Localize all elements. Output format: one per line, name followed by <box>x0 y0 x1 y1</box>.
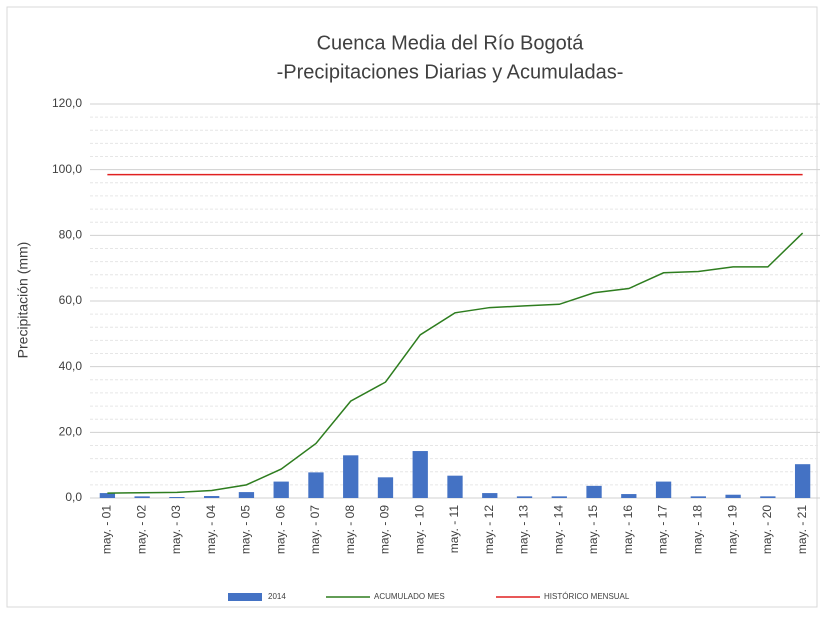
x-tick-label: may. - 15 <box>586 505 600 554</box>
x-tick-label: may. - 20 <box>760 505 774 554</box>
bar <box>655 481 672 498</box>
y-tick-label: 60,0 <box>59 293 83 307</box>
x-tick-label: may. - 14 <box>551 505 565 554</box>
chart-border <box>6 6 818 608</box>
x-tick-label: may. - 12 <box>482 505 496 554</box>
bar <box>690 496 706 498</box>
y-tick-label: 0,0 <box>65 490 82 504</box>
y-tick-label: 20,0 <box>59 425 83 439</box>
bar <box>586 485 602 498</box>
y-tick-label: 40,0 <box>59 359 83 373</box>
bar <box>412 451 428 498</box>
y-axis-label: Precipitación (mm) <box>15 242 31 359</box>
bar <box>621 494 637 498</box>
chart-title: Cuenca Media del Río Bogotá <box>317 32 585 54</box>
legend-swatch <box>228 593 262 601</box>
x-tick-label: may. - 09 <box>378 505 392 554</box>
bar <box>204 496 220 498</box>
x-tick-label: may. - 07 <box>308 505 322 554</box>
bar <box>725 494 741 498</box>
legend-label: 2014 <box>268 592 286 601</box>
x-tick-label: may. - 02 <box>134 505 148 554</box>
x-tick-label: may. - 03 <box>169 505 183 554</box>
x-tick-label: may. - 21 <box>795 505 809 554</box>
x-tick-label: may. - 16 <box>621 505 635 554</box>
x-tick-label: may. - 11 <box>447 505 461 554</box>
bar <box>794 464 811 498</box>
bar <box>377 477 394 498</box>
bar <box>516 496 533 498</box>
x-tick-label: may. - 17 <box>656 505 670 554</box>
bar <box>760 496 776 498</box>
x-tick-label: may. - 18 <box>691 505 705 554</box>
bar <box>551 496 567 498</box>
bar <box>308 472 324 498</box>
x-tick-label: may. - 04 <box>204 505 218 554</box>
x-tick-label: may. - 06 <box>273 505 287 554</box>
bar <box>447 475 463 498</box>
bar <box>134 496 150 498</box>
y-tick-label: 120,0 <box>52 96 82 110</box>
legend-label: HISTÓRICO MENSUAL <box>544 592 630 601</box>
bar <box>169 497 185 498</box>
bar <box>273 481 289 498</box>
bar <box>99 493 116 498</box>
x-tick-label: may. - 08 <box>343 505 357 554</box>
bar <box>238 492 255 498</box>
line <box>107 232 804 494</box>
y-tick-label: 80,0 <box>59 228 83 242</box>
chart-subtitle: -Precipitaciones Diarias y Acumuladas- <box>277 61 624 83</box>
x-tick-label: may. - 05 <box>239 505 253 554</box>
x-tick-label: may. - 19 <box>725 505 739 554</box>
x-tick-label: may. - 10 <box>412 505 426 554</box>
bar <box>343 455 359 498</box>
x-tick-label: may. - 13 <box>517 505 531 554</box>
bar <box>482 493 498 498</box>
legend-label: ACUMULADO MES <box>374 592 445 601</box>
y-tick-label: 100,0 <box>52 162 82 176</box>
x-tick-label: may. - 01 <box>100 505 114 554</box>
